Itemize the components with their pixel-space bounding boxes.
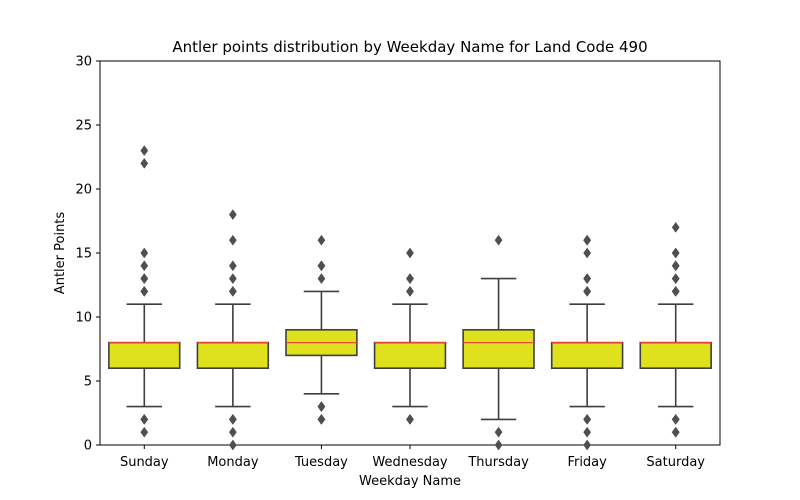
outlier-point [228, 426, 237, 438]
outlier-point [583, 413, 592, 425]
outlier-point [671, 260, 680, 272]
outlier-point [583, 285, 592, 297]
outlier-point [317, 401, 326, 413]
outlier-point [494, 439, 503, 451]
outlier-point [583, 247, 592, 259]
x-tick-label: Tuesday [294, 455, 348, 470]
x-tick-label: Saturday [646, 455, 705, 470]
outlier-point [406, 273, 414, 285]
outlier-point [671, 221, 680, 233]
outlier-point [671, 426, 680, 438]
outlier-point [317, 413, 326, 425]
x-tick-label: Wednesday [372, 455, 448, 470]
outlier-point [140, 285, 149, 297]
outlier-point [140, 247, 149, 259]
box [196, 341, 270, 370]
outlier-point [228, 209, 237, 221]
x-tick-label: Monday [207, 455, 259, 470]
chart-title: Antler points distribution by Weekday Na… [172, 38, 647, 56]
box [639, 341, 712, 370]
outlier-point [228, 439, 237, 451]
box [550, 341, 624, 370]
outlier-point [140, 273, 149, 285]
outlier-point [671, 413, 680, 425]
y-tick-label: 10 [75, 311, 92, 326]
outlier-point [671, 285, 680, 297]
outlier-point [406, 285, 414, 297]
x-tick-label: Thursday [467, 455, 529, 470]
y-tick-label: 0 [84, 439, 92, 454]
outlier-point [583, 273, 592, 285]
outlier-point [228, 285, 237, 297]
outlier-point [228, 260, 237, 272]
plot-area: 0 5 10 15 20 25 30 Sunday Monday Tuesday Wednesday… [75, 55, 721, 470]
x-tick-label: Sunday [120, 455, 169, 470]
box [108, 341, 181, 370]
outlier-point [671, 247, 680, 259]
box [373, 341, 447, 370]
x-axis-label: Weekday Name [359, 474, 461, 489]
outlier-point [228, 273, 237, 285]
y-tick-label: 20 [75, 183, 92, 198]
outlier-point [406, 247, 414, 259]
outlier-point [140, 157, 149, 169]
outlier-point [583, 426, 592, 438]
x-tick-label: Friday [567, 455, 607, 470]
outlier-point [317, 273, 326, 285]
outlier-point [228, 234, 237, 246]
outlier-point [494, 426, 503, 438]
outlier-point [317, 260, 326, 272]
outlier-point [317, 234, 326, 246]
box [462, 328, 535, 369]
outlier-point [228, 413, 237, 425]
outlier-point [140, 413, 149, 425]
outlier-point [406, 413, 414, 425]
y-axis-label: Antler Points [53, 212, 68, 295]
y-tick-label: 30 [75, 55, 92, 70]
y-tick-label: 15 [75, 247, 92, 262]
outlier-point [583, 439, 592, 451]
outlier-point [671, 273, 680, 285]
y-tick-label: 25 [75, 119, 92, 134]
outlier-point [140, 145, 149, 157]
outlier-point [140, 426, 149, 438]
outlier-point [583, 234, 592, 246]
outlier-point [140, 260, 149, 272]
y-tick-label: 5 [84, 375, 92, 390]
outlier-point [494, 234, 503, 246]
